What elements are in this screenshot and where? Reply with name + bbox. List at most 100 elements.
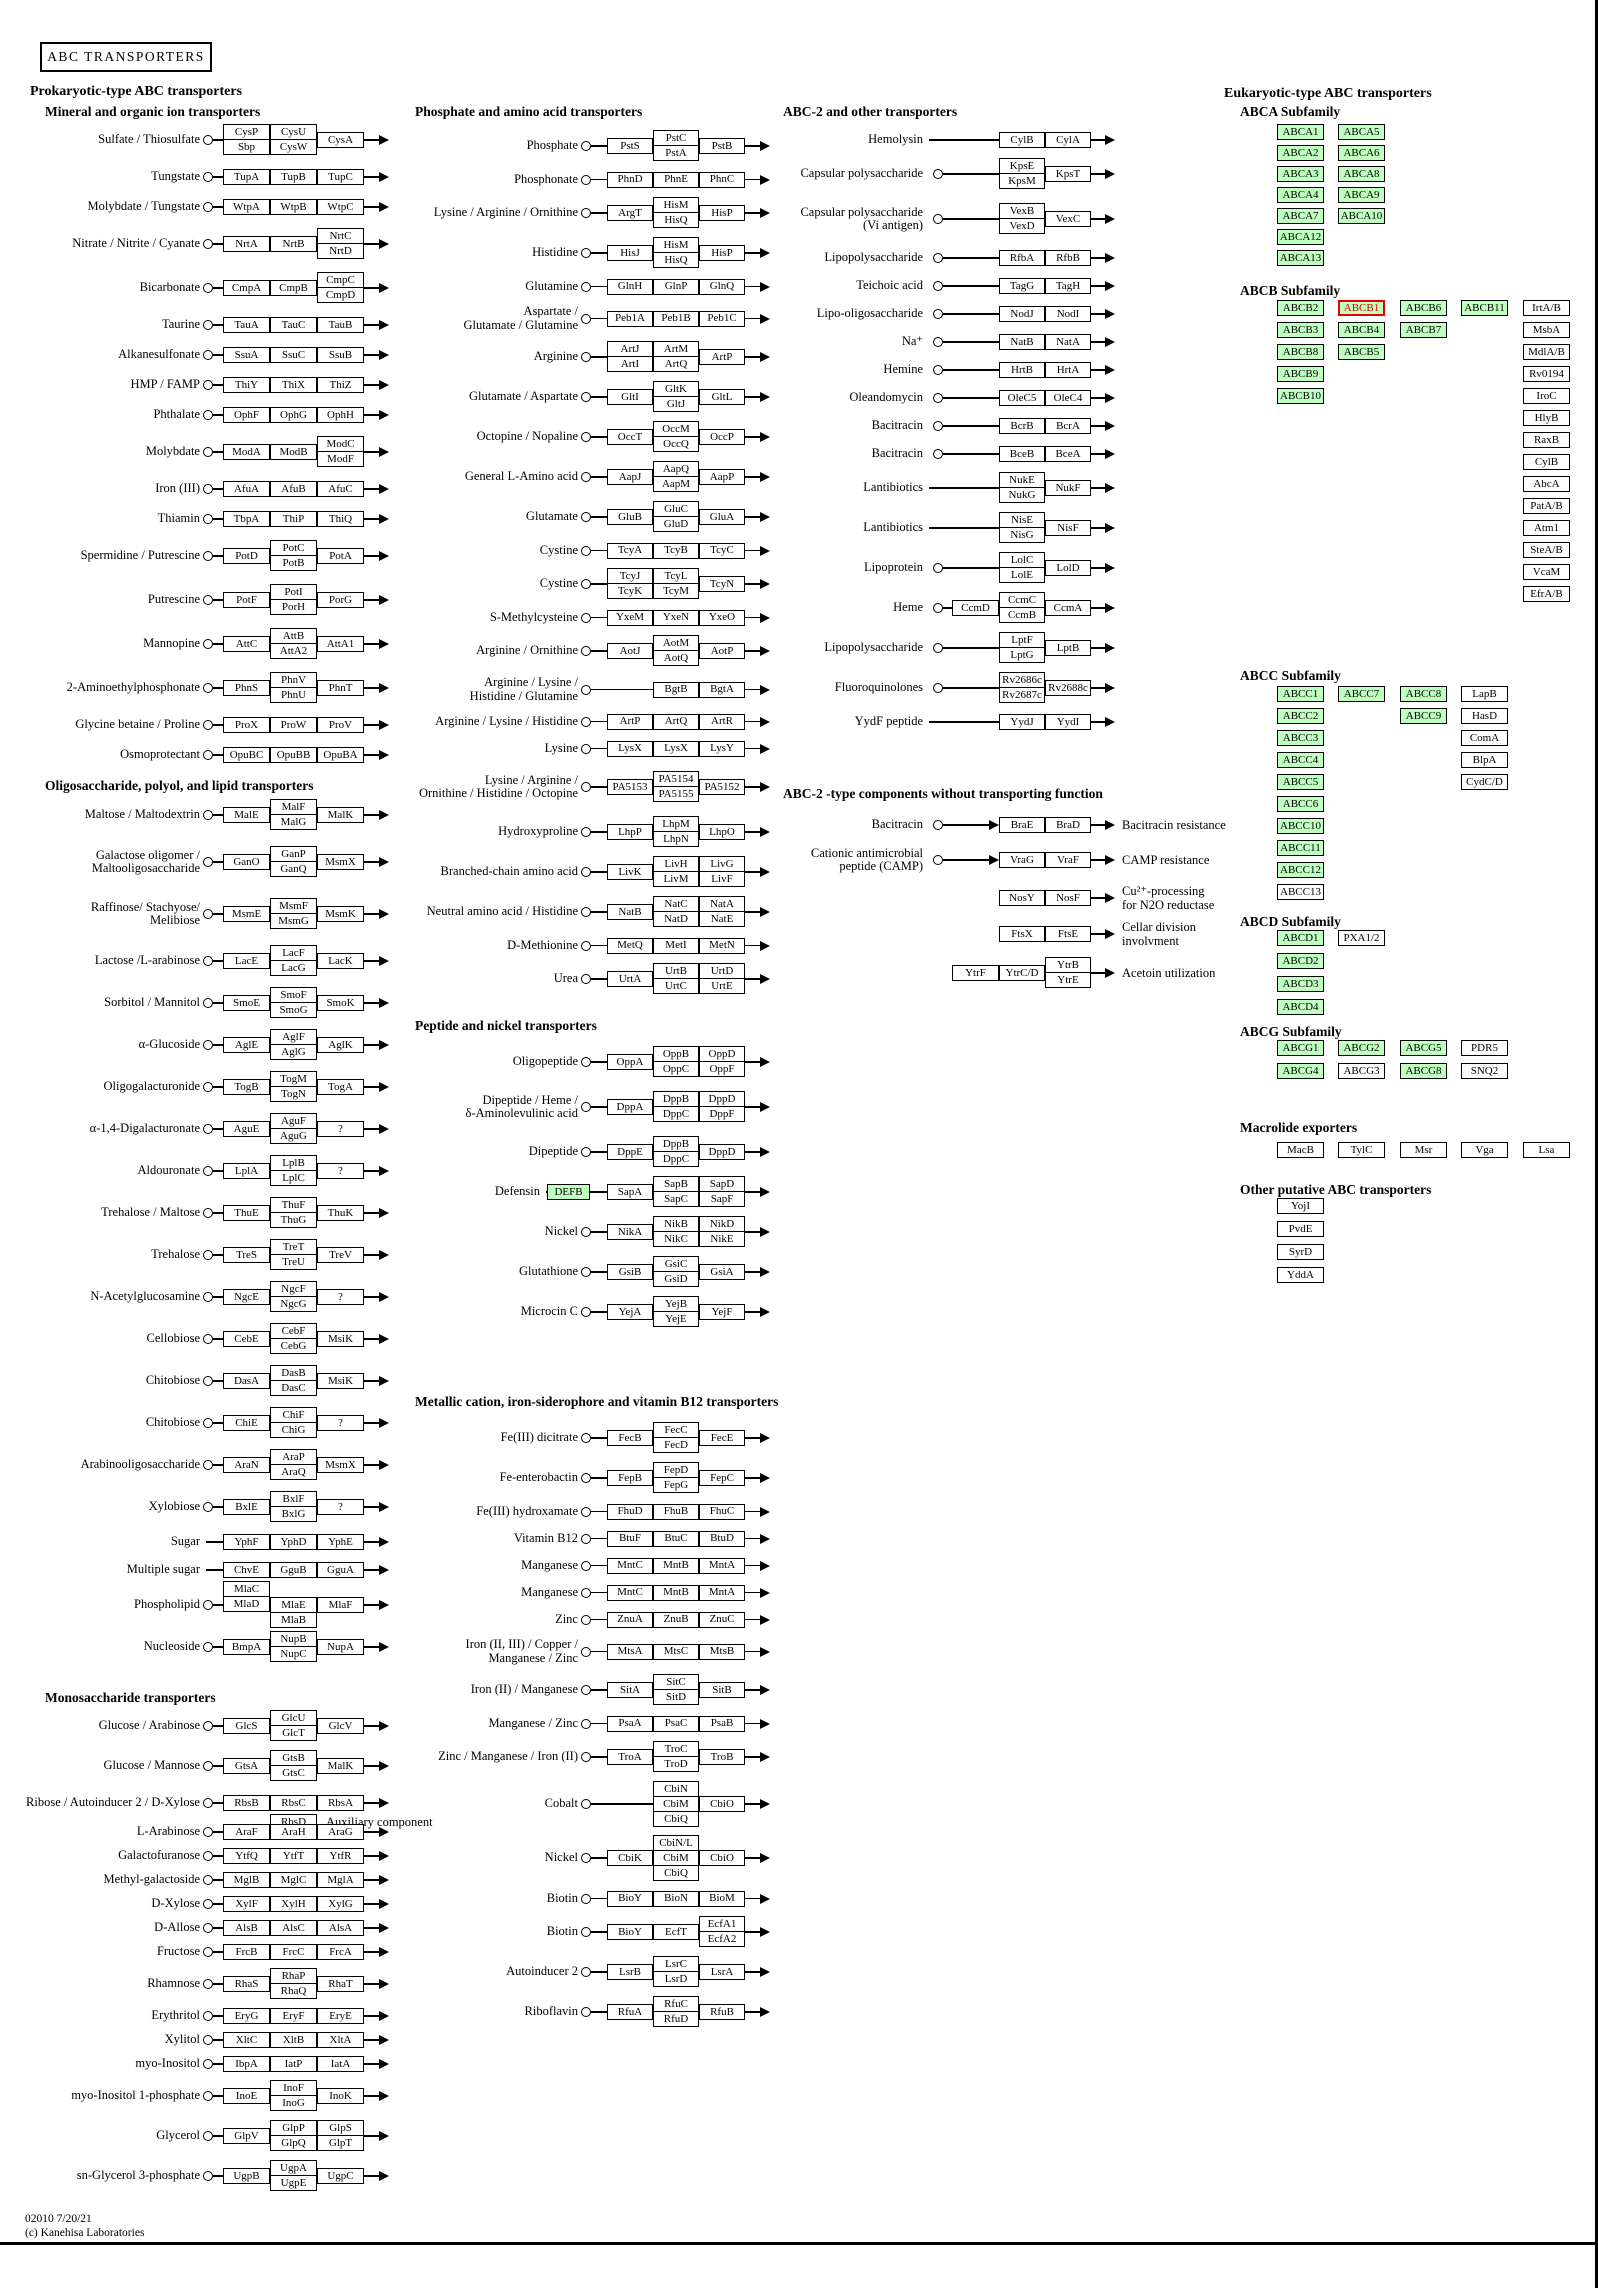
gene-box[interactable]: FecB	[607, 1430, 653, 1446]
gene-box[interactable]: KpsT	[1045, 166, 1091, 182]
gene-box[interactable]: NikC	[653, 1231, 699, 1247]
gene-box[interactable]: AraQ	[270, 1464, 317, 1480]
gene-box[interactable]: DppD	[699, 1144, 745, 1160]
gene-box[interactable]: LsrD	[653, 1971, 699, 1987]
gene-box[interactable]: CysW	[270, 139, 317, 155]
compound-circle[interactable]	[203, 1899, 213, 1909]
gene-box[interactable]: MglA	[317, 1872, 364, 1888]
gene-box[interactable]: PorG	[317, 592, 364, 608]
gene-box[interactable]: TbpA	[223, 511, 270, 527]
gene-box[interactable]: GlpV	[223, 2128, 270, 2144]
gene-box[interactable]: BxlE	[223, 1499, 270, 1515]
gene-box[interactable]: CbiN/L	[653, 1835, 699, 1851]
compound-circle[interactable]	[203, 484, 213, 494]
gene-box[interactable]: SitA	[607, 1682, 653, 1698]
gene-box[interactable]: NatB	[607, 904, 653, 920]
compound-circle[interactable]	[581, 1473, 591, 1483]
gene-box[interactable]: GanP	[270, 846, 317, 862]
gene-box[interactable]: VraG	[999, 852, 1045, 868]
compound-circle[interactable]	[203, 1166, 213, 1176]
compound-circle[interactable]	[203, 320, 213, 330]
compound-circle[interactable]	[933, 683, 943, 693]
gene-box[interactable]: BcrA	[1045, 418, 1091, 434]
gene-box[interactable]: CcmB	[999, 607, 1045, 623]
gene-box[interactable]: AapM	[653, 476, 699, 492]
gene-box[interactable]: ABCC2	[1277, 708, 1324, 724]
gene-box[interactable]: Rv2688c	[1045, 680, 1091, 696]
gene-box[interactable]: XltA	[317, 2032, 364, 2048]
gene-box[interactable]: CbiN	[653, 1781, 699, 1797]
gene-box[interactable]: CylA	[1045, 132, 1091, 148]
gene-box[interactable]: MdlA/B	[1523, 344, 1570, 360]
compound-circle[interactable]	[933, 253, 943, 263]
gene-box[interactable]: PhnD	[607, 171, 653, 188]
gene-box[interactable]: NodI	[1045, 306, 1091, 322]
gene-box[interactable]: PhnC	[699, 171, 745, 188]
gene-box[interactable]: YydI	[1045, 714, 1091, 730]
gene-box[interactable]: DppB	[653, 1136, 699, 1152]
gene-box[interactable]: BceB	[999, 446, 1045, 462]
gene-box[interactable]: SapA	[607, 1184, 653, 1200]
gene-box[interactable]: DppA	[607, 1099, 653, 1115]
compound-circle[interactable]	[581, 472, 591, 482]
gene-box[interactable]: BceA	[1045, 446, 1091, 462]
gene-box[interactable]: MsiK	[317, 1331, 364, 1347]
compound-circle[interactable]	[581, 1307, 591, 1317]
gene-box[interactable]: DasB	[270, 1365, 317, 1381]
gene-box[interactable]: PotD	[223, 548, 270, 564]
gene-box[interactable]: TreV	[317, 1247, 364, 1263]
compound-circle[interactable]	[203, 1979, 213, 1989]
gene-box[interactable]: TupB	[270, 169, 317, 185]
compound-circle[interactable]	[203, 514, 213, 524]
gene-box[interactable]: FrcC	[270, 1944, 317, 1960]
gene-box[interactable]: HisJ	[607, 245, 653, 261]
gene-box[interactable]: PstA	[653, 145, 699, 161]
gene-box[interactable]: ProV	[317, 717, 364, 733]
compound-circle[interactable]	[203, 2035, 213, 2045]
gene-box[interactable]: MetQ	[607, 937, 653, 954]
gene-box[interactable]: CysP	[223, 124, 270, 140]
compound-circle[interactable]	[203, 172, 213, 182]
gene-box[interactable]: ABCD4	[1277, 999, 1324, 1015]
gene-box[interactable]: TylC	[1338, 1142, 1385, 1158]
gene-box[interactable]: CebE	[223, 1331, 270, 1347]
gene-box[interactable]: ABCB10	[1277, 388, 1324, 404]
gene-box[interactable]: ABCA7	[1277, 208, 1324, 224]
gene-box[interactable]: TauA	[223, 317, 270, 333]
compound-circle[interactable]	[203, 1642, 213, 1652]
gene-box[interactable]: AguG	[270, 1128, 317, 1144]
gene-box[interactable]: LivK	[607, 864, 653, 880]
gene-box[interactable]: PsaC	[653, 1715, 699, 1732]
gene-box[interactable]: LysY	[699, 740, 745, 757]
gene-box[interactable]: ArtP	[607, 713, 653, 730]
gene-box[interactable]: BlpA	[1461, 752, 1508, 768]
compound-circle[interactable]	[933, 393, 943, 403]
gene-box[interactable]: TogA	[317, 1079, 364, 1095]
gene-box[interactable]: BioM	[699, 1890, 745, 1907]
gene-box[interactable]: TcyM	[653, 583, 699, 599]
gene-box[interactable]: ABCC8	[1400, 686, 1447, 702]
gene-box[interactable]: RhaQ	[270, 1983, 317, 1999]
compound-circle[interactable]	[203, 750, 213, 760]
gene-box[interactable]: ABCD1	[1277, 930, 1324, 946]
gene-box[interactable]: NatB	[999, 334, 1045, 350]
gene-box[interactable]: ThuK	[317, 1205, 364, 1221]
gene-box[interactable]: EryG	[223, 2008, 270, 2024]
gene-box[interactable]: ABCD2	[1277, 953, 1324, 969]
gene-box[interactable]: BtuC	[653, 1530, 699, 1547]
compound-circle[interactable]	[581, 1646, 591, 1657]
gene-box[interactable]: PhnS	[223, 680, 270, 696]
gene-box[interactable]: WtpB	[270, 199, 317, 215]
compound-circle[interactable]	[581, 827, 591, 837]
gene-box[interactable]: AttC	[223, 636, 270, 652]
gene-box[interactable]: ABCA13	[1277, 250, 1324, 266]
gene-box[interactable]: LhpP	[607, 824, 653, 840]
gene-box[interactable]: LptF	[999, 632, 1045, 648]
gene-box[interactable]: AraP	[270, 1449, 317, 1465]
gene-box[interactable]: RaxB	[1523, 432, 1570, 448]
compound-circle[interactable]	[581, 1853, 591, 1863]
gene-box[interactable]: GguA	[317, 1562, 364, 1578]
gene-box[interactable]: XltC	[223, 2032, 270, 2048]
gene-box[interactable]: MntC	[607, 1584, 653, 1601]
gene-box[interactable]: DppB	[653, 1091, 699, 1107]
